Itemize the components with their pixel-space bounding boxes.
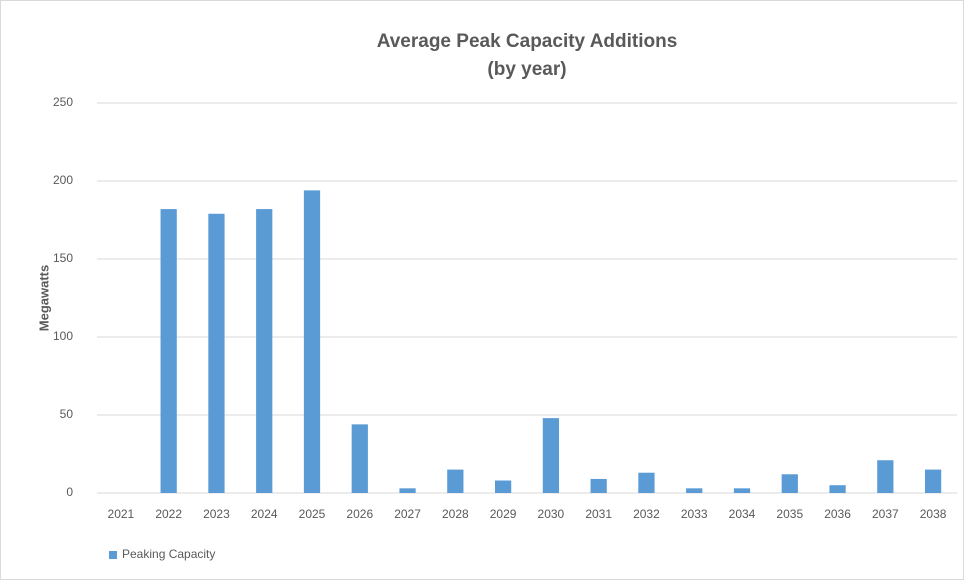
bar — [781, 474, 798, 493]
bar — [542, 418, 560, 493]
bar — [160, 209, 177, 493]
x-tick-label: 2032 — [633, 507, 660, 521]
x-tick-label: 2027 — [394, 507, 421, 521]
chart-title: Average Peak Capacity Additions — [377, 31, 678, 52]
bar — [877, 460, 894, 493]
x-tick-label: 2031 — [585, 507, 612, 521]
x-tick-label: 2035 — [776, 507, 803, 521]
y-tick-label: 0 — [66, 485, 73, 499]
bar — [303, 190, 321, 494]
x-tick-label: 2025 — [299, 507, 326, 521]
bar — [351, 424, 368, 493]
bar — [494, 480, 512, 493]
x-tick-label: 2026 — [346, 507, 373, 521]
bar — [733, 488, 751, 493]
x-tick-label: 2028 — [442, 507, 469, 521]
bar — [447, 469, 464, 493]
bar — [924, 469, 942, 493]
y-tick-label: 250 — [53, 95, 73, 109]
y-tick-label: 150 — [53, 251, 73, 265]
y-axis-label: Megawatts — [36, 265, 51, 331]
bar — [686, 488, 703, 493]
x-tick-label: 2034 — [729, 507, 756, 521]
x-tick-label: 2029 — [490, 507, 517, 521]
bar — [399, 488, 416, 493]
y-tick-label: 100 — [53, 329, 73, 343]
x-tick-label: 2022 — [155, 507, 182, 521]
y-tick-label: 200 — [53, 173, 73, 187]
bar — [829, 485, 846, 493]
x-tick-label: 2021 — [108, 507, 135, 521]
x-tick-label: 2036 — [824, 507, 851, 521]
x-tick-label: 2033 — [681, 507, 708, 521]
x-tick-label: 2023 — [203, 507, 230, 521]
x-tick-label: 2030 — [538, 507, 565, 521]
x-tick-label: 2038 — [920, 507, 947, 521]
legend-label: Peaking Capacity — [122, 547, 215, 561]
bar — [208, 213, 225, 493]
bar — [256, 209, 273, 493]
x-tick-label: 2024 — [251, 507, 278, 521]
legend-swatch — [109, 551, 117, 559]
chart-subtitle: (by year) — [487, 59, 566, 80]
x-tick-label: 2037 — [872, 507, 899, 521]
bar — [638, 472, 655, 493]
bar — [590, 478, 607, 493]
y-tick-label: 50 — [60, 407, 74, 421]
